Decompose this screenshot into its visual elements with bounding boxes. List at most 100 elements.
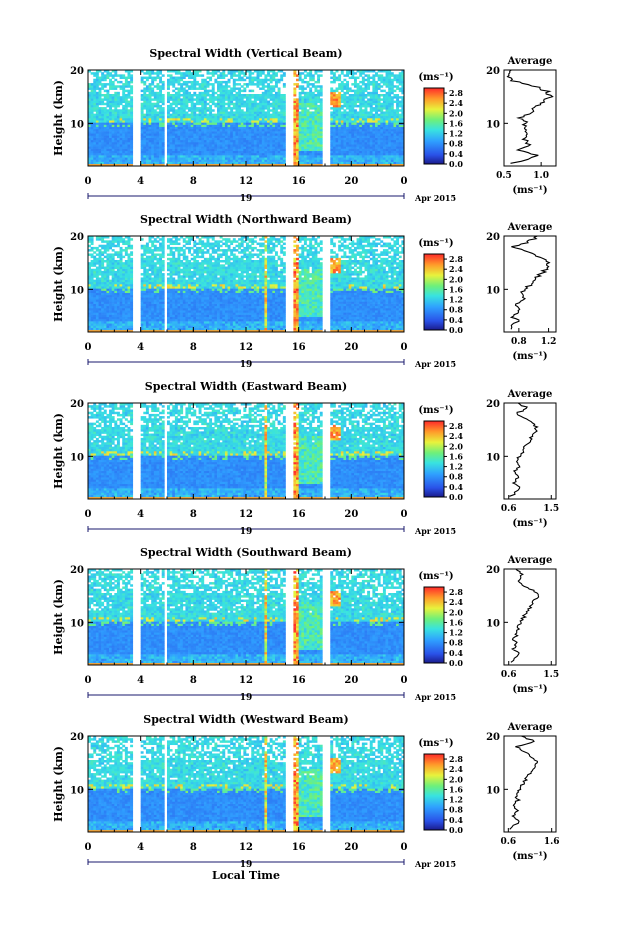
- colorbar-tick-label: 1.6: [449, 451, 463, 461]
- colorbar-unit: (ms⁻¹): [418, 405, 453, 416]
- average-x-tick-label: 0.8: [511, 337, 527, 347]
- colorbar-tick-label: 0.0: [449, 325, 463, 335]
- x-tick-label: 8: [190, 842, 197, 853]
- average-title: Average: [507, 56, 553, 67]
- x-tick-label: 12: [239, 176, 253, 187]
- average-y-tick-label: 20: [486, 732, 500, 743]
- average-y-tick-label: 10: [486, 785, 500, 796]
- x-tick-label: 8: [190, 342, 197, 353]
- colorbar-tick-label: 1.6: [449, 784, 463, 794]
- colorbar-tick-label: 1.2: [449, 795, 463, 805]
- x-tick-label: 0: [401, 675, 408, 686]
- heatmap-field: [88, 736, 404, 832]
- colorbar-tick-label: 1.6: [449, 617, 463, 627]
- panel-title: Spectral Width (Westward Beam): [143, 713, 348, 726]
- colorbar-tick-label: 2.0: [449, 774, 463, 784]
- colorbar-tick-label: 2.8: [449, 88, 463, 98]
- month-label: Apr 2015: [414, 859, 456, 869]
- heatmap-field: [88, 70, 404, 166]
- colorbar-tick-label: 0.0: [449, 825, 463, 835]
- x-tick-label: 0: [85, 675, 92, 686]
- colorbar-tick-label: 2.8: [449, 421, 463, 431]
- colorbar-tick-label: 2.4: [449, 98, 463, 108]
- x-tick-label: 0: [401, 842, 408, 853]
- x-tick-label: 12: [239, 509, 253, 520]
- colorbar-scale: [424, 754, 444, 830]
- day-label: 19: [240, 527, 253, 537]
- y-tick-label: 20: [70, 732, 84, 743]
- average-y-tick-label: 20: [486, 232, 500, 243]
- panel-5: Spectral Width (Westward Beam) 0 4 8 12 16 20 0…: [52, 713, 560, 870]
- colorbar-scale: [424, 88, 444, 164]
- average-title: Average: [507, 389, 553, 400]
- colorbar-tick-label: 1.2: [449, 129, 463, 139]
- x-tick-label: 12: [239, 342, 253, 353]
- colorbar-tick-label: 2.8: [449, 254, 463, 264]
- y-axis-label: Height (km): [52, 80, 65, 156]
- x-tick-label: 8: [190, 675, 197, 686]
- colorbar-unit: (ms⁻¹): [418, 72, 453, 83]
- colorbar-tick-label: 0.8: [449, 139, 463, 149]
- x-tick-label: 20: [344, 842, 358, 853]
- x-tick-label: 4: [137, 842, 144, 853]
- x-tick-label: 0: [85, 842, 92, 853]
- average-x-label: (ms⁻¹): [512, 851, 547, 862]
- average-frame: [504, 569, 556, 665]
- y-tick-label: 20: [70, 232, 84, 243]
- average-x-label: (ms⁻¹): [512, 684, 547, 695]
- y-tick-label: 10: [70, 119, 84, 130]
- y-axis-label: Height (km): [52, 579, 65, 655]
- x-tick-label: 0: [401, 509, 408, 520]
- colorbar-tick-label: 2.4: [449, 431, 463, 441]
- average-y-tick-label: 10: [486, 119, 500, 130]
- x-tick-label: 4: [137, 176, 144, 187]
- x-tick-label: 0: [85, 342, 92, 353]
- x-tick-label: 16: [292, 342, 306, 353]
- colorbar-scale: [424, 254, 444, 330]
- x-tick-label: 0: [401, 342, 408, 353]
- panel-title: Spectral Width (Eastward Beam): [145, 380, 347, 393]
- colorbar-tick-label: 0.4: [449, 149, 463, 159]
- y-tick-label: 20: [70, 565, 84, 576]
- x-tick-label: 12: [239, 842, 253, 853]
- average-x-tick-label: 0.6: [500, 837, 516, 847]
- average-x-label: (ms⁻¹): [512, 185, 547, 196]
- average-x-tick-label: 1.6: [544, 837, 560, 847]
- y-tick-label: 10: [70, 785, 84, 796]
- y-axis-label: Height (km): [52, 413, 65, 489]
- average-x-tick-label: 0.6: [501, 670, 517, 680]
- day-label: 19: [240, 360, 253, 370]
- x-tick-label: 4: [137, 342, 144, 353]
- colorbar-tick-label: 2.0: [449, 274, 463, 284]
- average-x-tick-label: 1.0: [533, 171, 549, 181]
- colorbar-tick-label: 0.4: [449, 648, 463, 658]
- colorbar-tick-label: 2.4: [449, 264, 463, 274]
- colorbar-tick-label: 1.2: [449, 628, 463, 638]
- x-tick-label: 16: [292, 842, 306, 853]
- x-tick-label: 0: [85, 176, 92, 187]
- colorbar-tick-label: 1.6: [449, 284, 463, 294]
- average-profile-line: [510, 736, 538, 829]
- average-profile-line: [508, 70, 553, 163]
- average-y-tick-label: 10: [486, 618, 500, 629]
- heatmap-field: [88, 236, 404, 332]
- colorbar-unit: (ms⁻¹): [418, 238, 453, 249]
- month-label: Apr 2015: [414, 359, 456, 369]
- colorbar-tick-label: 2.0: [449, 108, 463, 118]
- x-tick-label: 0: [85, 509, 92, 520]
- colorbar-tick-label: 2.0: [449, 441, 463, 451]
- x-tick-label: 8: [190, 509, 197, 520]
- colorbar-tick-label: 1.6: [449, 118, 463, 128]
- x-tick-label: 16: [292, 176, 306, 187]
- y-axis-label: Height (km): [52, 246, 65, 322]
- x-tick-label: 12: [239, 675, 253, 686]
- average-title: Average: [507, 722, 553, 733]
- x-tick-label: 16: [292, 675, 306, 686]
- colorbar-tick-label: 2.8: [449, 587, 463, 597]
- heatmap-field: [88, 403, 404, 499]
- y-axis-label: Height (km): [52, 746, 65, 822]
